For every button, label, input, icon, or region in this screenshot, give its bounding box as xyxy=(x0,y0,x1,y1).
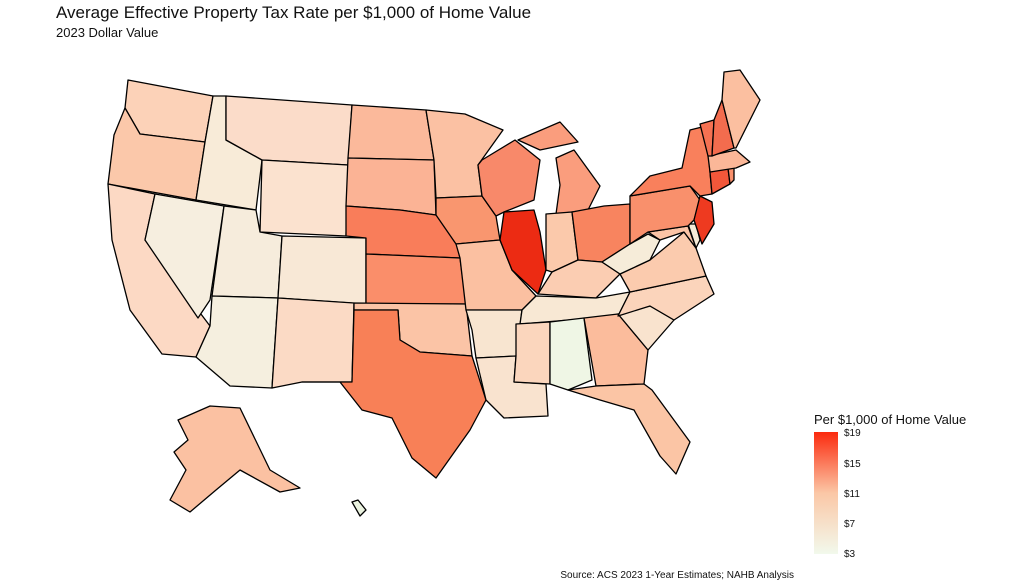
state-WV[interactable] xyxy=(601,233,661,275)
legend-tick: $19 xyxy=(844,428,861,439)
state-AZ[interactable] xyxy=(195,295,279,389)
page-subtitle: 2023 Dollar Value xyxy=(56,25,159,40)
state-AL[interactable] xyxy=(549,317,593,391)
state-MS[interactable] xyxy=(513,321,551,385)
legend-title: Per $1,000 of Home Value xyxy=(814,412,967,427)
state-MA[interactable] xyxy=(707,149,751,173)
state-ND[interactable] xyxy=(347,104,435,161)
page-title: Average Effective Property Tax Rate per … xyxy=(56,3,532,22)
state-CO[interactable] xyxy=(277,235,367,305)
state-TX[interactable] xyxy=(301,309,487,479)
state-HI[interactable] xyxy=(351,499,367,517)
state-NV[interactable] xyxy=(144,193,225,319)
legend-tick: $15 xyxy=(844,459,861,470)
state-GA[interactable] xyxy=(583,313,649,387)
state-IL[interactable] xyxy=(499,209,547,295)
source-note: Source: ACS 2023 1-Year Estimates; NAHB … xyxy=(560,570,794,581)
state-AK[interactable] xyxy=(169,405,301,513)
state-KS[interactable] xyxy=(365,253,467,305)
legend-tick: $3 xyxy=(844,549,856,560)
state-AR[interactable] xyxy=(465,309,523,359)
legend-tick: $7 xyxy=(844,519,856,530)
state-FL[interactable] xyxy=(567,383,691,475)
state-WY[interactable] xyxy=(259,159,349,237)
legend-color-bar xyxy=(814,432,838,554)
state-ME[interactable] xyxy=(721,69,761,149)
state-NY[interactable] xyxy=(629,125,713,197)
legend-tick: $11 xyxy=(844,489,860,500)
state-NJ[interactable] xyxy=(693,195,715,245)
state-NM[interactable] xyxy=(271,297,355,389)
